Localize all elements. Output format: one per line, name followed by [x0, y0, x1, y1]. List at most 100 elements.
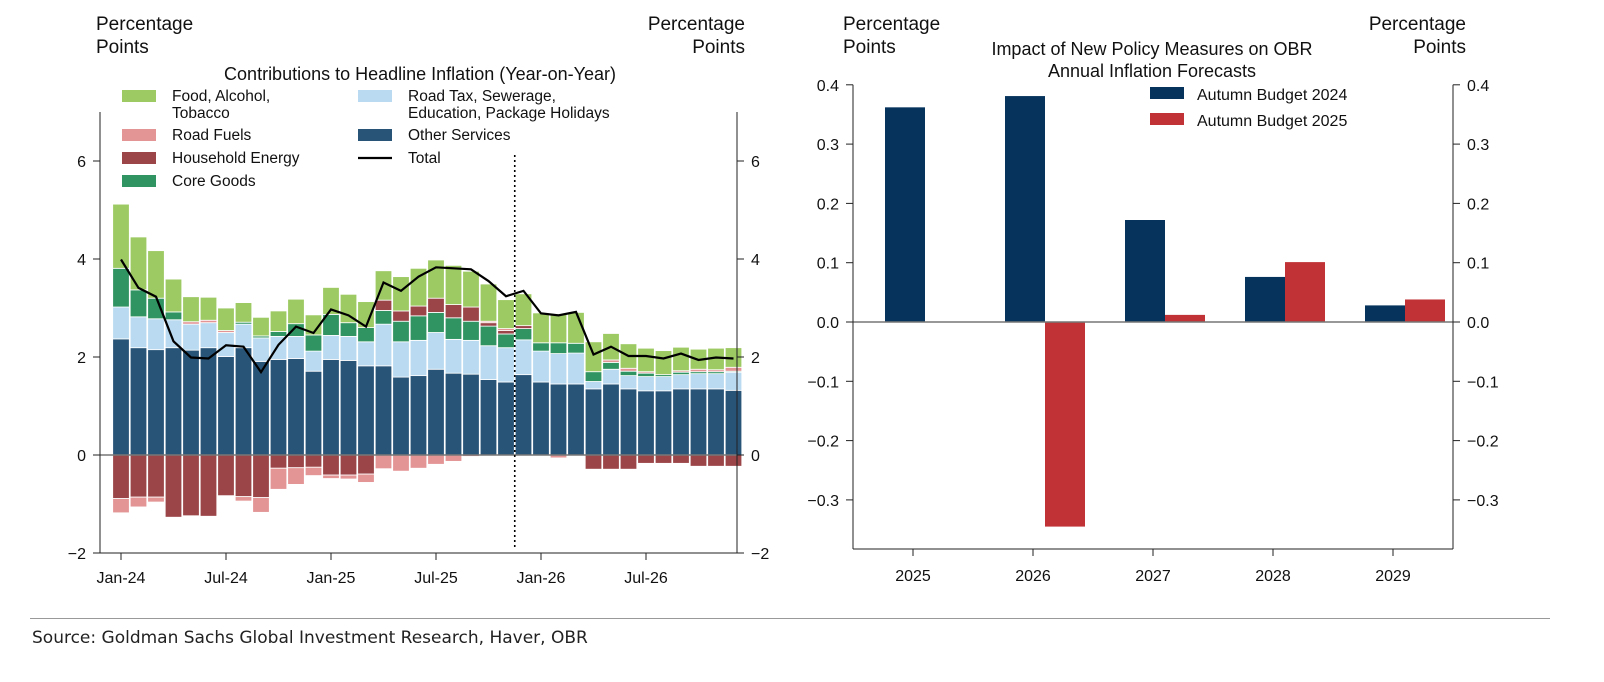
bar-other-services [619, 388, 638, 456]
bar-core-goods [497, 333, 515, 349]
bar-ab2024 [1365, 305, 1405, 322]
y-tick-label-left: −2 [68, 546, 86, 563]
bar-household-energy [637, 454, 655, 464]
bar-other-services [112, 338, 130, 456]
bar-household-energy [654, 454, 673, 464]
legend-swatch-ab2024 [1150, 87, 1184, 99]
bar-core-goods [409, 315, 428, 341]
bar-core-goods [112, 267, 130, 308]
bar-other-services [654, 390, 673, 456]
bar-road-tax [129, 316, 148, 349]
chart-title: Contributions to Headline Inflation (Yea… [224, 64, 616, 84]
bar-core-goods [269, 331, 288, 337]
y-tick-label-left: 0.2 [817, 196, 839, 213]
bar-household-energy [672, 454, 690, 464]
bar-core-goods [637, 372, 655, 378]
bar-core-goods [619, 370, 638, 377]
x-tick-label: 2029 [1375, 568, 1411, 585]
bar-road-fuels [234, 496, 253, 502]
legend-label: Core Goods [172, 173, 256, 190]
bar-core-goods [584, 371, 603, 382]
bar-household-energy [339, 454, 358, 476]
bar-core-goods [567, 342, 585, 354]
bar-road-fuels [322, 474, 340, 479]
bar-core-goods [549, 342, 568, 354]
bar-food [654, 350, 673, 376]
bar-food [514, 293, 533, 327]
y-axis-label-left-2: Points [96, 37, 149, 58]
bar-other-services [129, 347, 148, 456]
x-tick-label: Jan-26 [517, 570, 566, 587]
bar-food [112, 203, 130, 269]
x-tick-label: Jul-24 [204, 570, 248, 587]
bar-other-services [287, 358, 305, 456]
y-tick-label-left: 0.0 [817, 315, 839, 332]
bar-other-services [339, 360, 358, 456]
bar-food [672, 346, 690, 372]
x-tick-label: Jan-25 [307, 570, 356, 587]
bar-other-services [374, 365, 393, 456]
bar-core-goods [462, 320, 480, 341]
bar-household-energy [602, 454, 620, 470]
bar-core-goods [304, 334, 323, 352]
y-tick-label-left: 2 [77, 350, 86, 367]
bar-road-fuels [129, 496, 148, 508]
bar-road-tax [147, 318, 165, 351]
bar-road-fuels [304, 466, 323, 476]
divider [30, 618, 1550, 619]
bar-road-fuels [374, 454, 393, 470]
y-tick-label-left: −0.2 [807, 434, 839, 451]
legend-label: Road Tax, Sewerage, [408, 88, 556, 105]
bar-other-services [514, 374, 533, 456]
bar-core-goods [374, 310, 393, 325]
bar-household-energy [479, 322, 498, 327]
bar-household-energy [444, 304, 463, 319]
source-note: Source: Goldman Sachs Global Investment … [32, 628, 588, 648]
x-tick-label: Jul-26 [624, 570, 668, 587]
legend-swatch-household-energy [122, 152, 156, 164]
bar-road-fuels [339, 474, 358, 480]
y-tick-label-left: 0.4 [817, 78, 839, 95]
legend-label: Road Fuels [172, 127, 252, 144]
y-tick-label-right: −0.3 [1467, 493, 1499, 510]
bar-road-tax [182, 323, 200, 351]
bar-other-services [444, 372, 463, 456]
bar-road-tax [514, 339, 533, 376]
bar-food [479, 283, 498, 322]
bar-food [637, 347, 655, 373]
bar-core-goods [339, 322, 358, 337]
legend-label: Education, Package Holidays [408, 105, 610, 122]
bar-road-tax [637, 376, 655, 392]
y-tick-label-right: 0.1 [1467, 256, 1489, 273]
y-tick-label-right: 0 [751, 448, 760, 465]
bar-household-energy [392, 310, 410, 322]
bar-road-tax [689, 373, 708, 390]
bar-ab2024 [885, 107, 925, 322]
bar-other-services [199, 347, 218, 456]
bar-road-tax [304, 350, 323, 372]
y-tick-label-right: −2 [751, 546, 769, 563]
bar-other-services [724, 389, 743, 456]
bar-road-tax [707, 373, 725, 390]
bar-road-fuels [444, 454, 463, 462]
chart-title-2: Annual Inflation Forecasts [1048, 61, 1256, 81]
bar-household-energy [619, 454, 638, 470]
bar-core-goods [147, 297, 165, 320]
y-axis-label-right: Percentage [1369, 14, 1466, 35]
bar-road-tax [287, 336, 305, 359]
bar-ab2025 [1405, 299, 1445, 322]
bar-other-services [322, 359, 340, 456]
bar-ab2025 [1285, 262, 1325, 322]
legend-label: Total [408, 150, 441, 167]
bar-other-services [304, 370, 323, 456]
legend-label: Tobacco [172, 105, 230, 122]
bar-food [182, 296, 200, 323]
bar-road-tax [532, 350, 550, 383]
y-tick-label-left: 0.3 [817, 137, 839, 154]
bar-other-services [269, 359, 288, 456]
bar-road-tax [497, 347, 515, 383]
bar-food [287, 298, 305, 325]
x-tick-label: Jan-24 [97, 570, 146, 587]
total-line [120, 258, 734, 375]
bar-food [252, 316, 270, 337]
